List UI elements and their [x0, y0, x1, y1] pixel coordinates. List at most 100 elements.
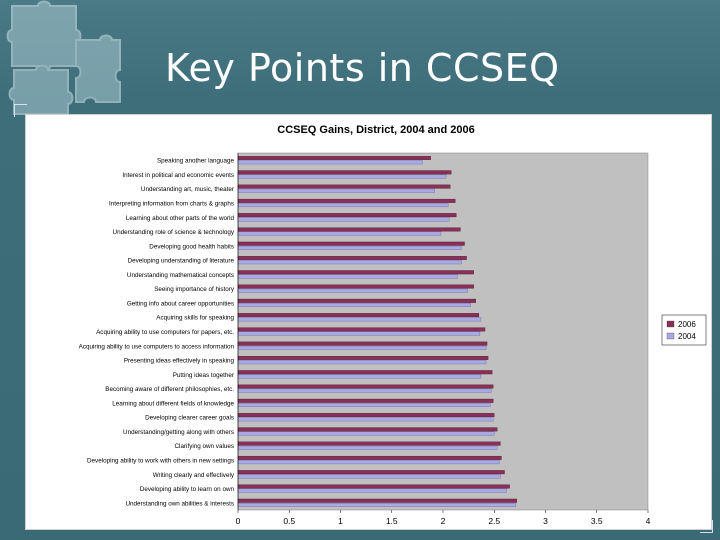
bar-2004	[237, 203, 449, 208]
category-label: Putting ideas together	[173, 372, 234, 379]
bar-2006	[237, 213, 457, 218]
bar-2006	[237, 427, 498, 432]
category-labels: Speaking another language Interest in pol…	[79, 158, 235, 508]
bar-2004	[237, 374, 482, 379]
bar-2004	[237, 403, 491, 407]
bar-2006	[237, 270, 474, 275]
bar-2004	[237, 460, 500, 465]
x-tick-label: 0	[236, 516, 241, 526]
category-label: Presenting ideas effectively in speaking	[124, 358, 235, 365]
x-tick-label: 0.5	[283, 516, 295, 526]
bar-2006	[237, 184, 451, 189]
bar-2006	[237, 227, 461, 232]
category-label: Acquiring ability to use computers to ac…	[79, 343, 235, 350]
bar-2004	[237, 174, 447, 179]
bar-2004	[237, 417, 494, 422]
bar-chart: CCSEQ Gains, District, 2004 and 2006 Spe…	[79, 124, 707, 526]
category-label: Learning about different fields of knowl…	[112, 400, 234, 407]
puzzle-pieces-icon	[6, 0, 121, 115]
bar-2006	[237, 498, 517, 503]
category-label: Understanding role of science & technolo…	[113, 229, 235, 236]
bar-2004	[237, 303, 471, 307]
bar-2006	[237, 313, 480, 318]
bar-2006	[237, 384, 494, 389]
legend: 2006 2004	[661, 314, 707, 346]
frame-corner-decoration	[700, 520, 713, 533]
category-label: Interpreting information from charts & g…	[109, 200, 234, 207]
bar-2004	[237, 274, 458, 279]
x-tick-label: 3	[543, 516, 548, 526]
category-label: Speaking another language	[157, 158, 235, 165]
x-tick-label: 2	[441, 516, 446, 526]
bar-2006	[237, 398, 494, 403]
bar-2004	[237, 388, 492, 393]
bar-2006	[237, 441, 501, 446]
bar-2004	[237, 245, 462, 250]
category-label: Developing ability to work with others i…	[87, 458, 234, 465]
category-label: Becoming aware of different philosophies…	[105, 386, 234, 393]
legend-label-2004: 2004	[678, 332, 696, 341]
bar-2006	[237, 198, 456, 203]
category-label: Learning about other parts of the world	[126, 215, 235, 222]
bar-2004	[237, 260, 462, 265]
bar-2006	[237, 241, 465, 246]
bar-2006	[237, 284, 474, 289]
bar-2006	[237, 170, 452, 175]
legend-box	[661, 314, 707, 346]
legend-swatch-2004	[666, 332, 675, 340]
category-label: Developing good health habits	[149, 243, 234, 250]
bar-2006	[237, 470, 505, 475]
bar-2006	[237, 327, 486, 332]
bar-2006	[237, 413, 495, 418]
bar-2004	[237, 231, 442, 236]
category-label: Seeing importance of history	[154, 286, 235, 293]
x-axis-ticks: 0 0.5 1 1.5 2 2.5 3 3.5 4	[236, 510, 651, 526]
category-label: Understanding own abilities & interests	[125, 500, 234, 507]
category-label: Developing understanding of literature	[128, 258, 235, 265]
legend-label-2006: 2006	[678, 320, 696, 329]
bar-2004	[237, 445, 498, 450]
category-label: Understanding mathematical concepts	[127, 272, 234, 279]
bar-2006	[237, 156, 431, 160]
bar-2004	[237, 331, 481, 336]
category-label: Clarifying own values	[175, 443, 235, 450]
x-tick-label: 1.5	[386, 516, 398, 526]
x-tick-label: 2.5	[488, 516, 500, 526]
frame-corner-decoration	[14, 104, 27, 117]
bar-2006	[237, 256, 467, 260]
x-tick-label: 4	[646, 516, 651, 526]
chart-frame: CCSEQ Gains, District, 2004 and 2006 Spe…	[25, 114, 712, 530]
category-label: Acquiring ability to use computers for p…	[96, 329, 234, 336]
category-label: Developing ability to learn on own	[140, 486, 235, 493]
legend-swatch-2006	[666, 320, 675, 328]
chart-title: CCSEQ Gains, District, 2004 and 2006	[277, 124, 474, 136]
category-label: Getting info about career opportunities	[127, 300, 234, 307]
slide-title: Key Points in CCSEQ	[165, 46, 560, 90]
bar-2004	[237, 160, 423, 165]
category-label: Understanding/getting along with others	[123, 429, 234, 436]
category-label: Interest in political and economic event…	[122, 172, 234, 179]
bar-2006	[237, 356, 489, 360]
plot-area	[237, 152, 649, 511]
bar-2004	[237, 317, 482, 322]
bar-2004	[237, 503, 516, 507]
bars	[237, 153, 517, 510]
category-label: Writing clearly and effectively	[153, 472, 235, 479]
bar-2004	[237, 217, 450, 222]
bar-2004	[237, 431, 495, 436]
category-label: Developing clearer career goals	[145, 415, 234, 422]
bar-2004	[237, 360, 487, 365]
x-tick-label: 3.5	[591, 516, 603, 526]
bar-2004	[237, 345, 487, 350]
bar-2006	[237, 484, 510, 489]
bar-2006	[237, 370, 493, 375]
bar-2004	[237, 188, 435, 193]
bar-2004	[237, 474, 501, 479]
slide-header: Key Points in CCSEQ	[0, 0, 720, 115]
category-label: Understanding art, music, theater	[141, 186, 234, 193]
bar-2004	[237, 488, 507, 493]
bar-2006	[237, 341, 488, 346]
bar-2006	[237, 298, 476, 303]
bar-2004	[237, 288, 468, 293]
bar-2006	[237, 455, 502, 460]
